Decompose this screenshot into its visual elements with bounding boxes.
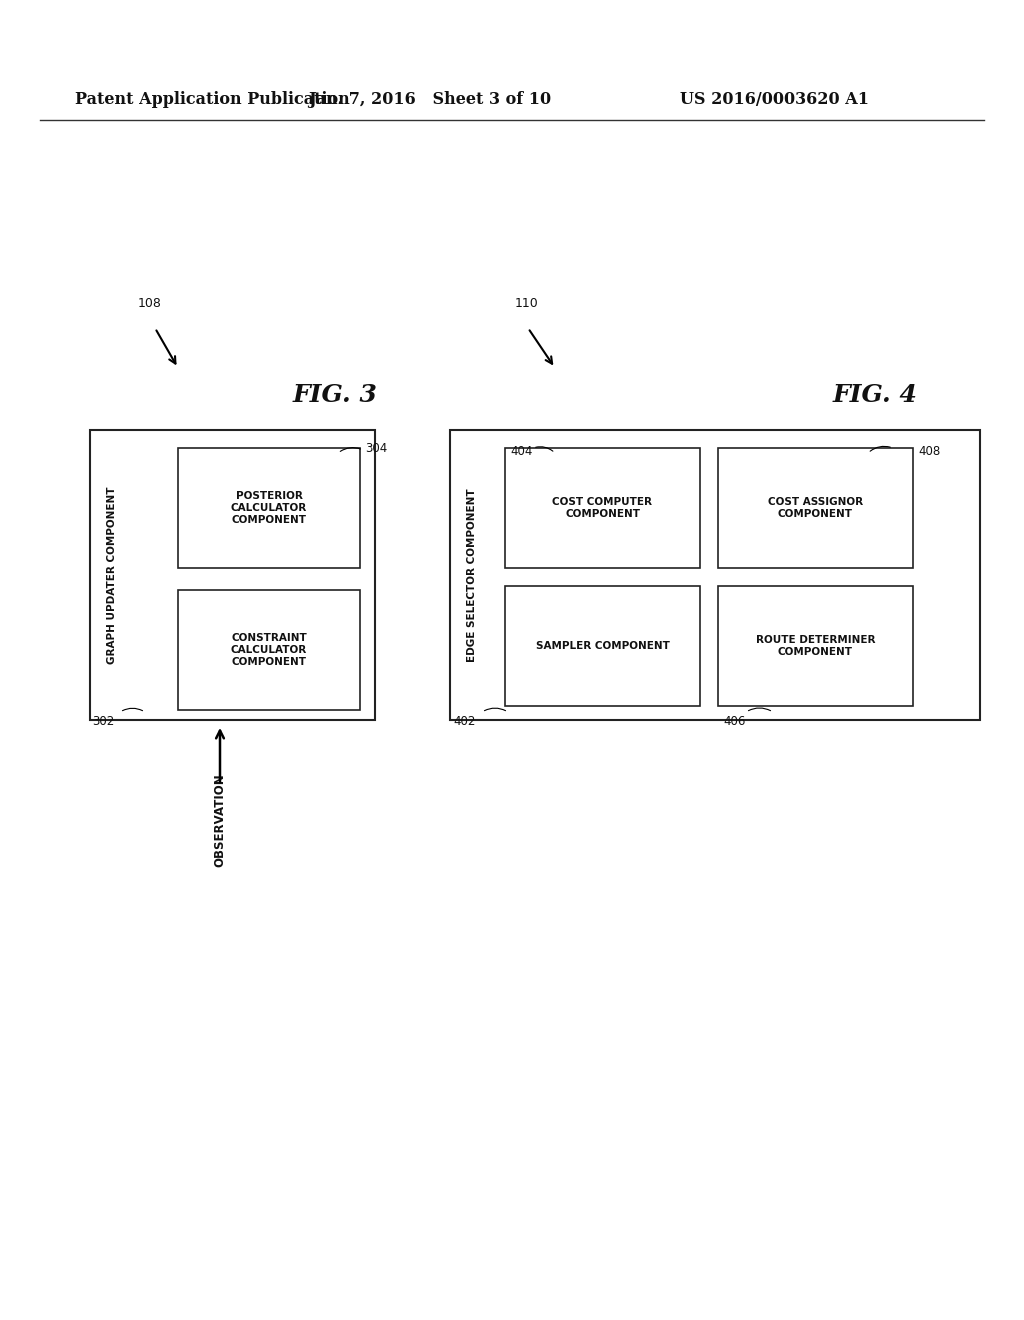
Text: 406: 406 <box>723 715 745 729</box>
Text: ROUTE DETERMINER
COMPONENT: ROUTE DETERMINER COMPONENT <box>756 635 876 657</box>
Text: POSTERIOR
CALCULATOR
COMPONENT: POSTERIOR CALCULATOR COMPONENT <box>230 491 307 524</box>
Text: CONSTRAINT
CALCULATOR
COMPONENT: CONSTRAINT CALCULATOR COMPONENT <box>230 634 307 667</box>
Text: FIG. 4: FIG. 4 <box>833 383 918 407</box>
Bar <box>718 447 913 568</box>
Bar <box>178 447 360 568</box>
Text: COST COMPUTER
COMPONENT: COST COMPUTER COMPONENT <box>553 498 652 519</box>
Bar <box>718 586 913 706</box>
Text: GRAPH UPDATER COMPONENT: GRAPH UPDATER COMPONENT <box>106 486 117 664</box>
Text: 304: 304 <box>365 441 387 454</box>
Text: Jan. 7, 2016   Sheet 3 of 10: Jan. 7, 2016 Sheet 3 of 10 <box>308 91 552 108</box>
Bar <box>90 430 375 719</box>
Text: 108: 108 <box>138 297 162 310</box>
Text: SAMPLER COMPONENT: SAMPLER COMPONENT <box>536 642 670 651</box>
Text: OBSERVATION: OBSERVATION <box>213 774 226 867</box>
Text: FIG. 3: FIG. 3 <box>293 383 378 407</box>
Text: 110: 110 <box>515 297 539 310</box>
Bar <box>178 590 360 710</box>
Text: US 2016/0003620 A1: US 2016/0003620 A1 <box>680 91 869 108</box>
Bar <box>505 447 700 568</box>
Bar <box>450 430 980 719</box>
Text: 302: 302 <box>92 715 115 729</box>
Text: EDGE SELECTOR COMPONENT: EDGE SELECTOR COMPONENT <box>467 488 477 661</box>
Text: COST ASSIGNOR
COMPONENT: COST ASSIGNOR COMPONENT <box>768 498 863 519</box>
Text: 404: 404 <box>510 445 532 458</box>
Text: Patent Application Publication: Patent Application Publication <box>75 91 350 108</box>
Bar <box>505 586 700 706</box>
Text: 408: 408 <box>918 445 940 458</box>
Text: 402: 402 <box>453 715 475 729</box>
